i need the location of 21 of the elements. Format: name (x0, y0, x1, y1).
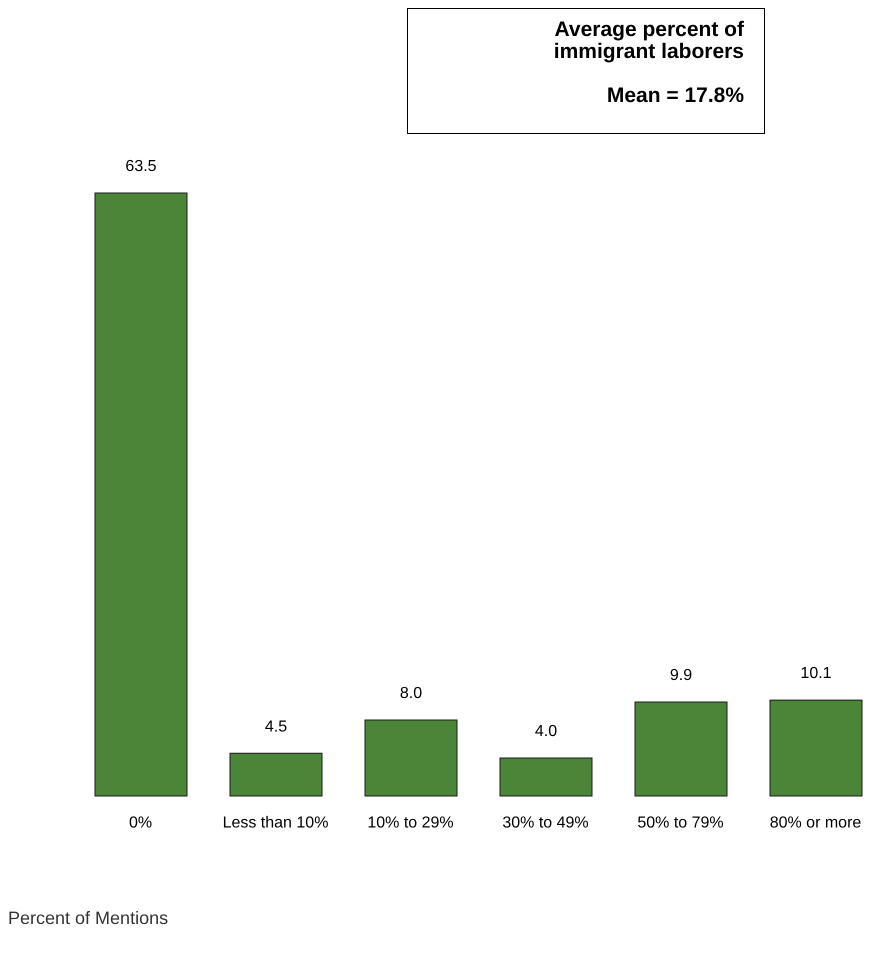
bar (770, 700, 862, 796)
data-label: 10.1 (800, 665, 832, 682)
data-label: 8.0 (400, 685, 422, 702)
bar (364, 720, 458, 796)
bar (230, 752, 322, 796)
x-tick-label: 30% to 49% (502, 814, 589, 832)
x-tick-label: Less than 10% (222, 814, 328, 832)
text: Average percent of immigrant laborers (552, 18, 744, 63)
data-label: 4.5 (264, 718, 288, 736)
x-tick-label: 0% (128, 814, 152, 832)
text: Percent of Mentions (8, 908, 168, 929)
x-tick-label: 80% or more (770, 814, 862, 832)
data-label: 9.9 (670, 666, 692, 684)
data-label: 4.0 (534, 723, 558, 740)
bar (500, 758, 592, 796)
x-tick-label: 10% to 29% (367, 814, 454, 832)
data-label: 63.5 (125, 158, 157, 175)
bar (634, 701, 728, 796)
text: Mean = 17.8% (606, 84, 744, 107)
bar (94, 192, 188, 796)
x-tick-label: 50% to 79% (637, 814, 724, 832)
